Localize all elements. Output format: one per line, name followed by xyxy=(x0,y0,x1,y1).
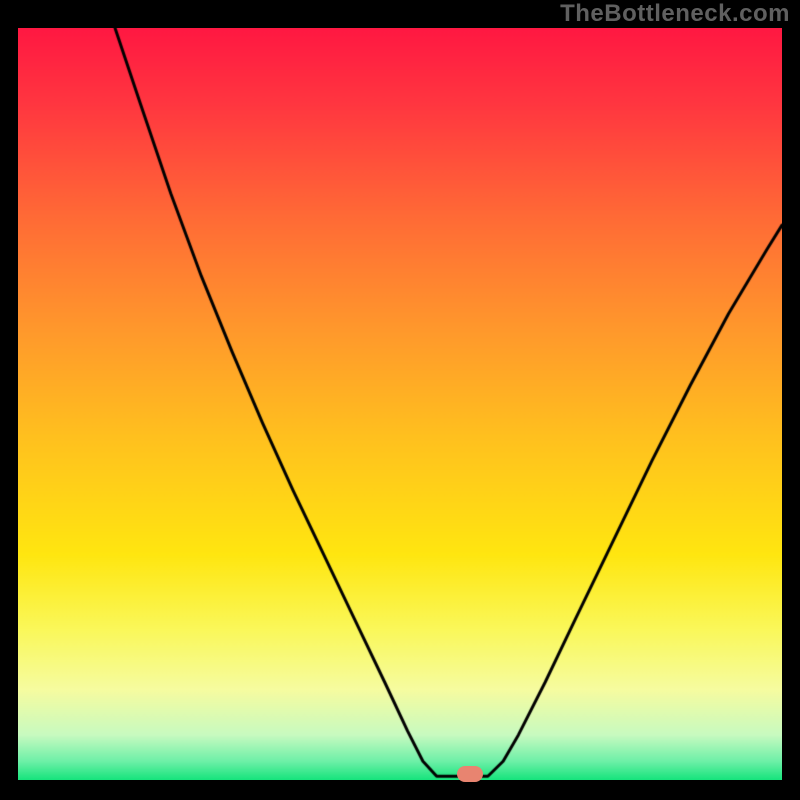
watermark-text: TheBottleneck.com xyxy=(560,0,790,28)
minimum-marker xyxy=(457,766,483,782)
bottleneck-curve xyxy=(18,28,782,780)
plot-area xyxy=(18,28,782,780)
chart-root: TheBottleneck.com xyxy=(0,0,800,800)
